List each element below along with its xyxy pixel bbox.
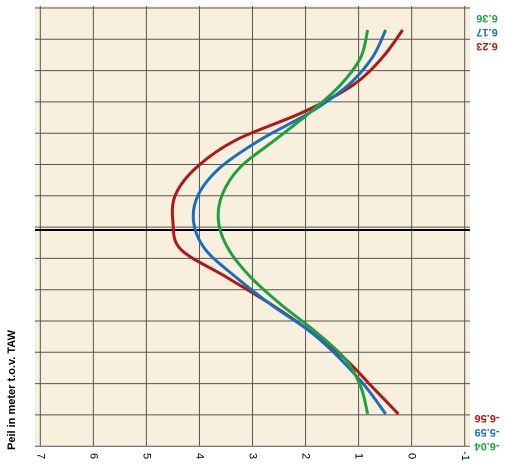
high-label: 6.23 (476, 40, 497, 52)
high-label: 6.17 (476, 26, 497, 38)
x-tick-label: 1 (353, 453, 365, 459)
y-axis-label: Peil in meter t.o.v. TAW (6, 329, 18, 450)
x-tick-label: 0 (406, 453, 418, 459)
x-tick-label: 3 (247, 453, 259, 459)
x-tick-label: 6 (87, 453, 99, 459)
x-tick-label: 7 (34, 453, 46, 459)
low-label: -6.56 (474, 412, 499, 424)
series-line (216, 29, 370, 415)
x-tick-label: 2 (300, 453, 312, 459)
series-line (191, 29, 388, 415)
low-label: -6.04 (474, 440, 500, 452)
x-tick-label: 5 (140, 453, 152, 459)
high-label: 6.36 (476, 12, 497, 24)
x-tick-label: -1 (459, 451, 471, 461)
low-label: -5.59 (474, 426, 499, 438)
x-tick-label: 4 (194, 453, 206, 459)
